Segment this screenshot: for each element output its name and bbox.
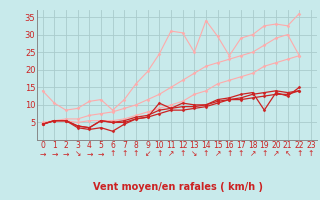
Text: ↗: ↗ — [214, 150, 221, 158]
Text: ↑: ↑ — [203, 150, 209, 158]
Text: →: → — [98, 150, 104, 158]
Text: ↑: ↑ — [109, 150, 116, 158]
Text: ↘: ↘ — [191, 150, 197, 158]
Text: ↑: ↑ — [308, 150, 314, 158]
Text: ↑: ↑ — [133, 150, 139, 158]
Text: ↑: ↑ — [180, 150, 186, 158]
Text: ↗: ↗ — [273, 150, 279, 158]
Text: ↘: ↘ — [75, 150, 81, 158]
Text: ↗: ↗ — [168, 150, 174, 158]
Text: →: → — [63, 150, 69, 158]
Text: →: → — [51, 150, 58, 158]
Text: ↑: ↑ — [238, 150, 244, 158]
Text: Vent moyen/en rafales ( km/h ): Vent moyen/en rafales ( km/h ) — [92, 182, 263, 192]
Text: ↗: ↗ — [250, 150, 256, 158]
Text: ↑: ↑ — [156, 150, 163, 158]
Text: ↖: ↖ — [284, 150, 291, 158]
Text: →: → — [39, 150, 46, 158]
Text: →: → — [86, 150, 92, 158]
Text: ↑: ↑ — [261, 150, 268, 158]
Text: ↙: ↙ — [144, 150, 151, 158]
Text: ↑: ↑ — [121, 150, 127, 158]
Text: ↑: ↑ — [296, 150, 302, 158]
Text: ↑: ↑ — [226, 150, 233, 158]
